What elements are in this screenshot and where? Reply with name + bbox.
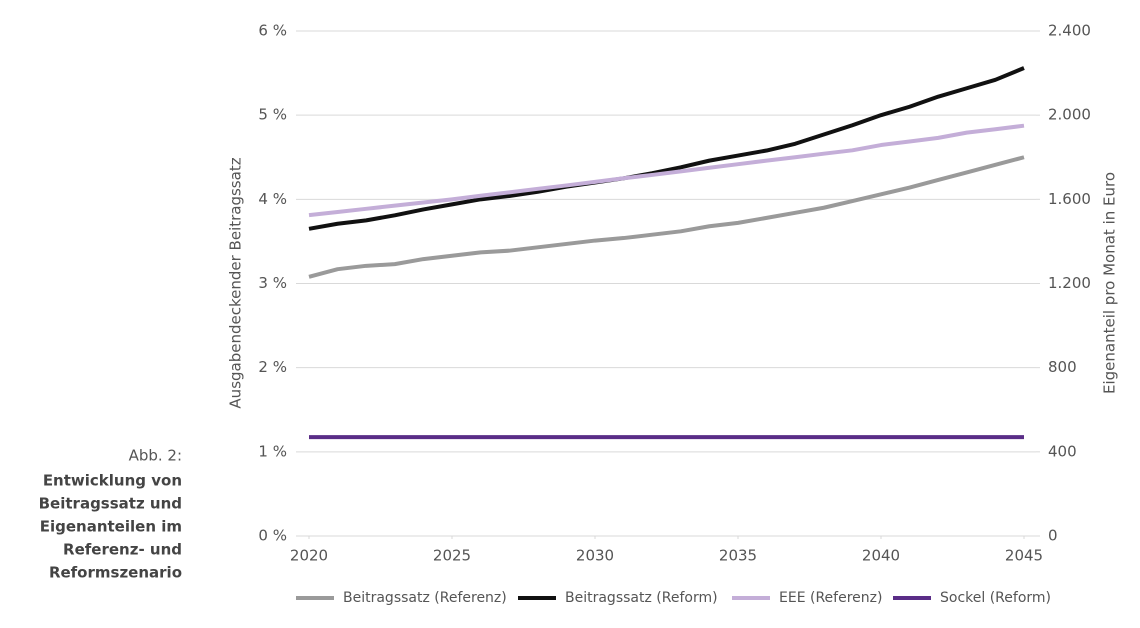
caption-line: Reformszenario [49,564,182,582]
y-tick-label: 1 % [258,442,287,460]
y-tick-label: 0 % [258,527,287,545]
y2-tick-label: 2.400 [1048,22,1091,40]
y2-tick-label: 2.000 [1048,106,1091,124]
y2-tick-label: 0 [1048,527,1058,545]
x-tick-label: 2030 [576,547,614,565]
legend-label: EEE (Referenz) [779,590,882,606]
y2-tick-label: 1.600 [1048,190,1091,208]
y-tick-label: 2 % [258,358,287,376]
legend-label: Beitragssatz (Reform) [565,590,718,606]
legend-label: Sockel (Reform) [940,590,1051,606]
x-tick-label: 2045 [1005,547,1043,565]
y-tick-label: 6 % [258,22,287,40]
series-line [308,123,1025,218]
series-line [308,66,1025,231]
y-tick-label: 3 % [258,274,287,292]
caption-line: Beitragssatz und [39,495,182,513]
x-tick-label: 2040 [862,547,900,565]
x-tick-label: 2020 [290,547,328,565]
x-tick-label: 2035 [719,547,757,565]
x-tick-label: 2025 [433,547,471,565]
y-tick-label: 4 % [258,190,287,208]
caption-line: Referenz- und [63,541,182,559]
y2-tick-label: 800 [1048,358,1077,376]
caption-line: Eigenanteilen im [40,518,182,536]
caption-line: Entwicklung von [43,472,182,490]
caption-label: Abb. 2: [129,447,182,465]
series-line [308,155,1025,279]
legend-label: Beitragssatz (Referenz) [343,590,507,606]
y-tick-label: 5 % [258,106,287,124]
y2-tick-label: 400 [1048,442,1077,460]
y2-tick-label: 1.200 [1048,274,1091,292]
y2-axis-label: Eigenanteil pro Monat in Euro [1101,172,1119,394]
y-axis-label: Ausgabendeckender Beitragssatz [227,157,245,408]
